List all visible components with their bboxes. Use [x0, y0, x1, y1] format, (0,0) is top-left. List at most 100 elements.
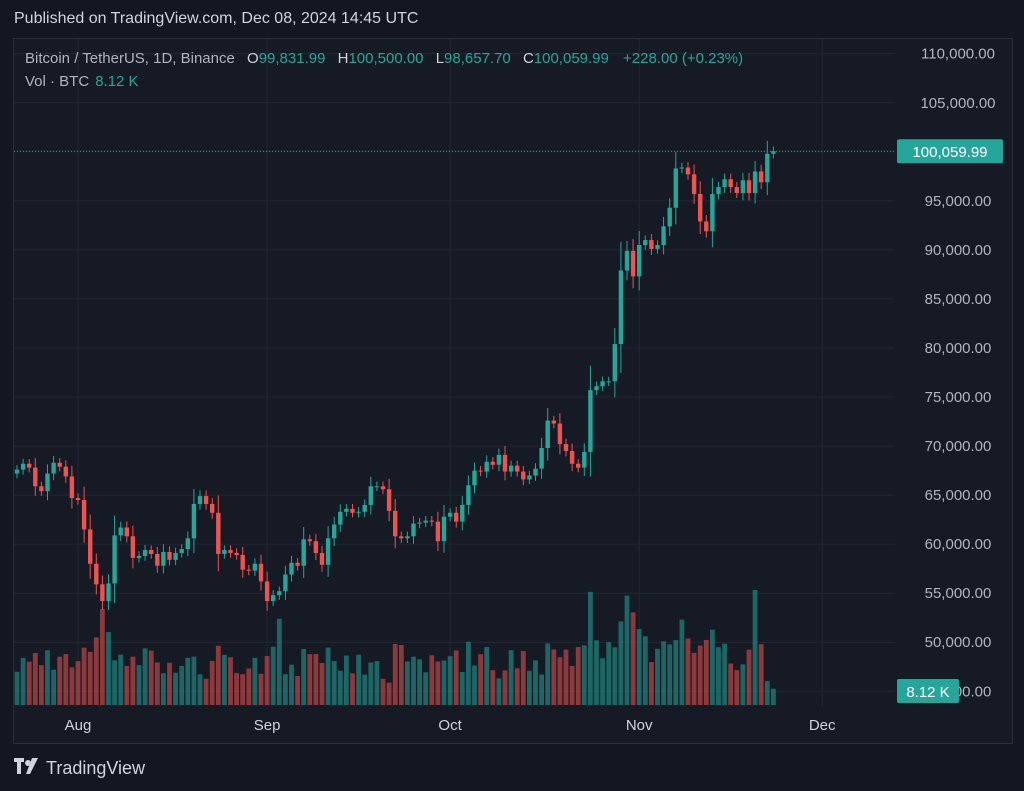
candle-body — [399, 536, 404, 539]
volume-bar — [246, 668, 252, 705]
volume-bar — [386, 682, 392, 705]
volume-bar — [594, 640, 599, 705]
volume-bar — [112, 660, 117, 705]
candle-body — [734, 187, 739, 193]
candle-body — [679, 167, 685, 169]
candle-body — [283, 574, 288, 592]
candle-body — [710, 193, 715, 232]
volume-bar — [39, 665, 44, 705]
volume-bar — [581, 645, 587, 705]
volume-bar — [264, 656, 270, 705]
candle-body — [460, 504, 465, 522]
last-price-tag: 100,059.99 — [897, 139, 1003, 164]
candle-body — [100, 584, 105, 602]
candle-body — [746, 180, 752, 193]
volume-bar — [624, 595, 630, 705]
candle-body — [332, 524, 337, 539]
volume-bar — [20, 657, 26, 705]
volume-bar — [173, 672, 178, 705]
candle-body — [39, 486, 44, 492]
candle-body — [301, 539, 306, 566]
last-volume-tag-label: 8.12 K — [906, 684, 949, 701]
candle-body — [637, 244, 642, 277]
volume-bar — [764, 681, 770, 705]
volume-value: 8.12 K — [95, 73, 139, 90]
candle-body — [698, 193, 703, 222]
volume-bar — [697, 645, 703, 705]
volume-bar — [728, 663, 734, 705]
volume-bar — [81, 647, 87, 705]
candle-body — [661, 226, 666, 245]
candle-body — [356, 511, 361, 513]
chart-panel[interactable] — [13, 38, 1013, 744]
candle-body — [325, 538, 331, 565]
volume-bar — [740, 664, 746, 705]
close-value: 100,059.99 — [533, 50, 609, 67]
candle-body — [88, 529, 93, 564]
volume-bar — [459, 671, 465, 705]
volume-bar — [478, 654, 483, 705]
candle-body — [612, 344, 617, 382]
volume-bar — [75, 661, 81, 705]
volume-bar — [45, 650, 50, 705]
y-tick-label: 55,000.00 — [925, 585, 992, 602]
candle-body — [600, 381, 605, 387]
candle-body — [228, 550, 233, 553]
volume-bar — [716, 647, 721, 705]
candle-body — [264, 581, 270, 602]
volume-bar — [325, 647, 331, 705]
y-tick-label: 105,000.00 — [920, 95, 995, 112]
volume-bar — [734, 670, 740, 705]
volume-bar — [270, 646, 276, 705]
volume-bar — [441, 660, 447, 705]
candle-body — [667, 207, 672, 227]
candle-body — [594, 386, 599, 391]
candle-body — [130, 536, 136, 558]
volume-bar — [490, 670, 496, 705]
volume-bar — [636, 629, 642, 705]
candle-body — [643, 240, 648, 245]
candle-body — [576, 463, 581, 468]
candle-body — [63, 466, 68, 477]
volume-bar — [51, 669, 56, 705]
volume-bar — [234, 673, 239, 705]
volume-bar — [161, 673, 166, 705]
candle-body — [496, 454, 502, 465]
candle-body — [313, 541, 319, 553]
volume-bar — [533, 660, 538, 705]
candle-body — [728, 179, 733, 188]
volume-bar — [276, 618, 282, 705]
candle-body — [435, 521, 441, 542]
volume-bar — [100, 608, 105, 705]
volume-bar — [222, 654, 227, 705]
candle-body — [45, 473, 50, 492]
volume-bar — [752, 590, 758, 705]
candle-body — [75, 498, 81, 501]
volume-bar — [185, 657, 191, 705]
brand-label: TradingView — [46, 758, 146, 778]
candle-body — [466, 485, 471, 505]
volume-bar — [466, 641, 471, 705]
candle-body — [27, 463, 32, 468]
candle-body — [289, 562, 294, 575]
candles — [14, 140, 776, 611]
candle-body — [81, 500, 87, 530]
volume-bar — [87, 651, 93, 705]
volume-bar — [514, 668, 520, 705]
candle-body — [344, 508, 349, 512]
y-tick-label: 80,000.00 — [925, 340, 992, 357]
volume-bar — [758, 644, 764, 705]
close-label: C — [522, 50, 534, 67]
candle-body — [222, 550, 227, 554]
candle-body — [191, 503, 197, 539]
volume-bar — [484, 646, 490, 705]
volume-bar — [453, 650, 459, 705]
low-value: 98,657.70 — [444, 50, 511, 67]
candle-body — [533, 468, 538, 476]
volume-bar — [167, 662, 172, 705]
candle-body — [624, 250, 630, 271]
candle-body — [368, 486, 373, 505]
tradingview-logo[interactable]: TradingView — [14, 758, 145, 779]
volume-bar — [520, 651, 526, 705]
